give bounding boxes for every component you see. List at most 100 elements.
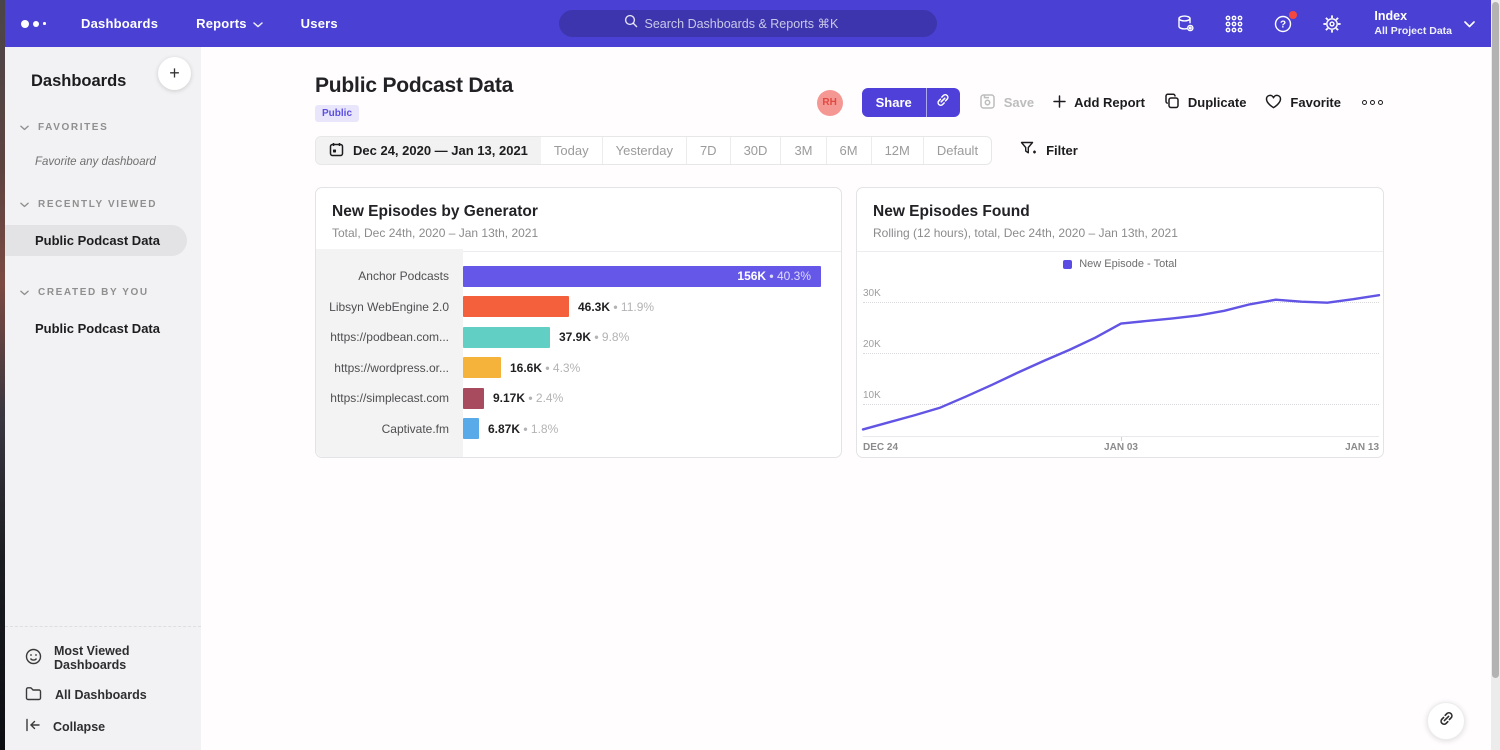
collapse-icon <box>25 718 41 735</box>
legend-swatch <box>1063 260 1072 269</box>
date-bar: Dec 24, 2020 — Jan 13, 2021 TodayYesterd… <box>315 136 1078 165</box>
bar-chart-row: https://wordpress.or... 16.6K • 4.3% <box>316 353 841 384</box>
page-scrollbar[interactable] <box>1491 0 1500 750</box>
bar-segment[interactable]: 156K • 40.3% <box>463 266 821 287</box>
search-input[interactable] <box>645 17 873 31</box>
favorite-button[interactable]: Favorite <box>1265 94 1341 112</box>
line-chart-title: New Episodes Found <box>873 203 1367 221</box>
bar-segment[interactable] <box>463 296 569 317</box>
sidebar-item-public-podcast-data[interactable]: Public Podcast Data <box>5 313 201 344</box>
chevron-down-icon <box>253 16 263 31</box>
bar-segment[interactable] <box>463 418 479 439</box>
app-logo[interactable] <box>21 20 55 28</box>
apps-grid-icon[interactable] <box>1223 13 1245 35</box>
chart-legend: New Episode - Total <box>857 258 1383 270</box>
bar-value-label: 16.6K • 4.3% <box>510 361 580 375</box>
sidebar-footer-most-viewed-dashboards[interactable]: Most Viewed Dashboards <box>25 637 201 679</box>
calendar-icon <box>329 142 344 160</box>
date-preset-today[interactable]: Today <box>541 137 602 164</box>
data-connections-icon[interactable] <box>1174 13 1196 35</box>
main-content: Public Podcast Data Public RH Share Save… <box>201 47 1491 750</box>
x-axis-tick-label: JAN 03 <box>1104 442 1138 453</box>
bar-category-label: https://simplecast.com <box>316 391 463 405</box>
share-button-group: Share <box>862 88 960 117</box>
svg-text:?: ? <box>1280 19 1286 30</box>
bar-value-label: 156K • 40.3% <box>737 269 811 283</box>
line-chart-subtitle: Rolling (12 hours), total, Dec 24th, 202… <box>873 226 1367 240</box>
nav-item-reports[interactable]: Reports <box>196 16 263 31</box>
notification-badge <box>1289 11 1297 19</box>
date-preset-default[interactable]: Default <box>923 137 991 164</box>
sidebar-empty-state: Favorite any dashboard <box>5 156 201 168</box>
heart-icon <box>1265 94 1282 112</box>
workspace-subtitle: All Project Data <box>1374 25 1452 38</box>
nav-item-users[interactable]: Users <box>301 16 338 31</box>
sidebar: Dashboards + FAVORITESFavorite any dashb… <box>5 47 201 750</box>
bar-chart-row: Anchor Podcasts 156K • 40.3% <box>316 261 841 292</box>
bar-chart-title: New Episodes by Generator <box>332 203 825 221</box>
global-search[interactable] <box>559 10 937 37</box>
bar-segment[interactable] <box>463 327 550 348</box>
line-plot-area: 30K20K10K <box>863 286 1379 437</box>
more-options-button[interactable] <box>1360 96 1385 109</box>
bar-chart-row: Captivate.fm6.87K • 1.8% <box>316 414 841 445</box>
scrollbar-thumb[interactable] <box>1492 2 1499 678</box>
nav-item-dashboards[interactable]: Dashboards <box>81 16 158 31</box>
x-axis-labels: DEC 24 JAN 03 JAN 13 <box>863 442 1379 456</box>
date-preset-12m[interactable]: 12M <box>871 137 923 164</box>
floating-link-button[interactable] <box>1427 702 1465 740</box>
link-icon <box>935 92 951 113</box>
date-preset-yesterday[interactable]: Yesterday <box>602 137 686 164</box>
bar-segment[interactable] <box>463 388 484 409</box>
date-preset-7d[interactable]: 7D <box>686 137 730 164</box>
bar-value-label: 6.87K • 1.8% <box>488 422 558 436</box>
x-axis-tick <box>1121 437 1122 441</box>
date-preset-3m[interactable]: 3M <box>780 137 825 164</box>
share-button[interactable]: Share <box>862 88 926 117</box>
add-dashboard-button[interactable]: + <box>158 57 191 90</box>
sidebar-item-public-podcast-data[interactable]: Public Podcast Data <box>5 225 187 256</box>
sidebar-footer-all-dashboards[interactable]: All Dashboards <box>25 679 201 711</box>
bar-value-label: 46.3K • 11.9% <box>578 300 654 314</box>
help-icon[interactable]: ? <box>1272 13 1294 35</box>
bar-segment[interactable] <box>463 357 501 378</box>
bar-category-label: Anchor Podcasts <box>316 269 463 283</box>
date-range-selected[interactable]: Dec 24, 2020 — Jan 13, 2021 <box>316 137 541 164</box>
bar-category-label: Libsyn WebEngine 2.0 <box>316 300 463 314</box>
chevron-down-icon <box>20 283 29 301</box>
legend-label: New Episode - Total <box>1079 258 1177 270</box>
x-axis-tick-label: JAN 13 <box>1345 442 1379 453</box>
filter-button[interactable]: Filter <box>1020 141 1078 160</box>
avatar[interactable]: RH <box>817 90 843 116</box>
nav-links: Dashboards Reports Users <box>81 16 338 31</box>
workspace-switcher[interactable]: Index All Project Data <box>1374 9 1475 38</box>
sidebar-section-favorites[interactable]: FAVORITES <box>5 118 201 136</box>
save-icon <box>979 93 996 113</box>
settings-gear-icon[interactable] <box>1321 13 1343 35</box>
bar-category-label: https://podbean.com... <box>316 330 463 344</box>
sidebar-footer-collapse[interactable]: Collapse <box>25 711 201 742</box>
bar-chart-row: https://podbean.com...37.9K • 9.8% <box>316 322 841 353</box>
sidebar-section-recently-viewed[interactable]: RECENTLY VIEWED <box>5 195 201 213</box>
smiley-icon <box>25 648 42 668</box>
save-button[interactable]: Save <box>979 93 1034 113</box>
add-report-button[interactable]: Add Report <box>1053 95 1145 111</box>
card-new-episodes-by-generator: New Episodes by Generator Total, Dec 24t… <box>315 187 842 458</box>
header-actions: RH Share Save Add Report Dupl <box>817 88 1385 117</box>
public-badge: Public <box>315 105 359 122</box>
duplicate-button[interactable]: Duplicate <box>1164 93 1247 112</box>
x-axis-tick-label: DEC 24 <box>863 442 898 453</box>
line-series <box>863 286 1379 436</box>
top-nav: DashboardsReportsUsers ? Index Al <box>5 0 1491 47</box>
card-new-episodes-found: New Episodes Found Rolling (12 hours), t… <box>856 187 1384 458</box>
plus-icon <box>1053 95 1066 111</box>
date-range-control: Dec 24, 2020 — Jan 13, 2021 TodayYesterd… <box>315 136 992 165</box>
sidebar-section-created-by-you[interactable]: CREATED BY YOU <box>5 283 201 301</box>
bar-value-label: 9.17K • 2.4% <box>493 391 563 405</box>
date-preset-6m[interactable]: 6M <box>826 137 871 164</box>
chevron-down-icon <box>20 195 29 213</box>
date-preset-30d[interactable]: 30D <box>730 137 781 164</box>
share-link-button[interactable] <box>926 88 960 117</box>
bar-chart-subtitle: Total, Dec 24th, 2020 – Jan 13th, 2021 <box>332 226 825 240</box>
bar-category-label: https://wordpress.or... <box>316 361 463 375</box>
